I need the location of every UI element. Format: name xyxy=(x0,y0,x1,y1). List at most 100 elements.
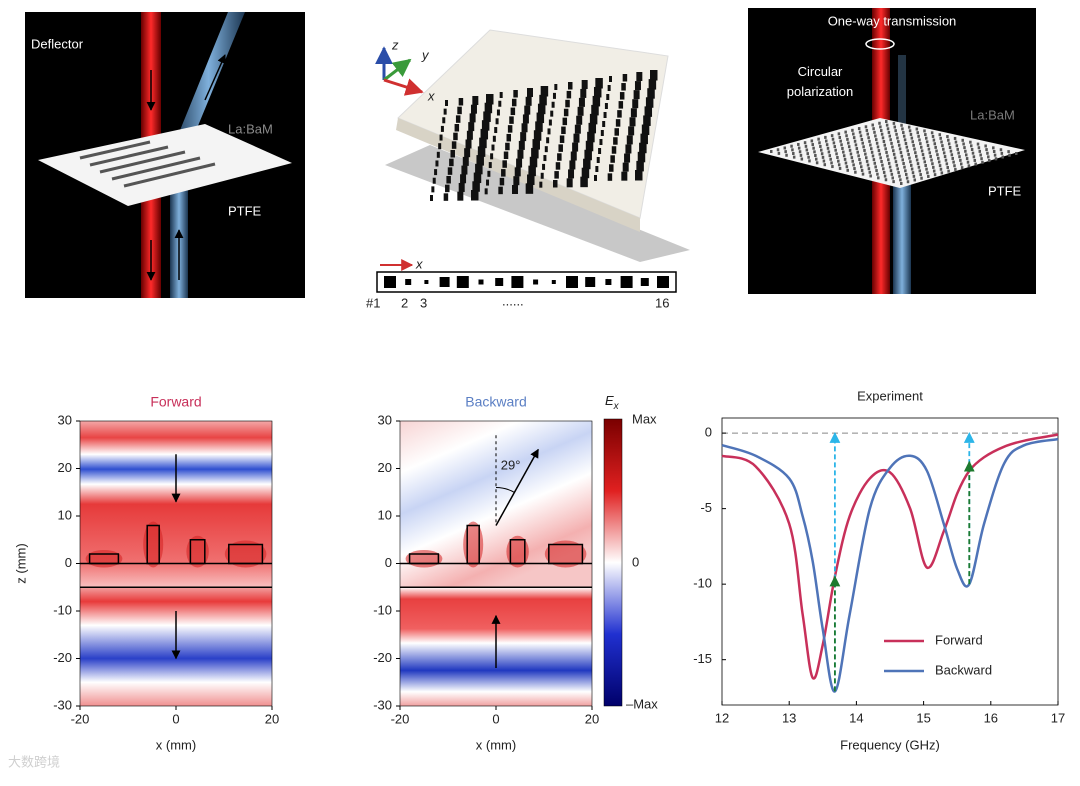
pillar xyxy=(915,158,919,162)
pillar xyxy=(895,132,898,136)
pillar xyxy=(866,132,869,136)
pillar xyxy=(904,169,907,173)
beam-arrow xyxy=(204,54,226,101)
pillar xyxy=(806,152,809,156)
pillar xyxy=(868,139,871,143)
pillar xyxy=(936,153,939,157)
legend-label: Forward xyxy=(935,632,983,647)
pillar xyxy=(906,180,910,184)
pillar xyxy=(924,133,927,137)
pillar xyxy=(964,149,967,153)
pillar xyxy=(852,132,855,136)
strip xyxy=(376,271,677,293)
pillar xyxy=(455,115,461,123)
colorbar-gradient xyxy=(603,418,623,707)
pillar xyxy=(916,131,919,135)
pillar xyxy=(914,151,917,155)
pillar xyxy=(821,155,825,159)
pillar xyxy=(643,115,651,126)
pillar xyxy=(532,139,540,150)
pillar xyxy=(956,147,959,151)
x-axis-label: x (mm) xyxy=(476,737,516,752)
pillar xyxy=(909,160,912,164)
pillar xyxy=(878,152,882,156)
material-label: PTFE xyxy=(988,183,1022,198)
pillar xyxy=(820,148,823,152)
y-tick-label: -10 xyxy=(53,602,72,617)
pillar xyxy=(1015,152,1018,155)
x-tick-label: 15 xyxy=(916,710,930,725)
pillar xyxy=(490,153,494,160)
series-line xyxy=(721,437,1059,693)
chart-title: Experiment xyxy=(857,388,923,403)
pillar xyxy=(877,149,881,153)
pillar xyxy=(921,153,925,157)
pillar xyxy=(569,160,576,170)
pillar xyxy=(864,152,867,156)
pillar xyxy=(987,159,991,163)
pillar xyxy=(971,151,975,155)
axis-label: z xyxy=(391,37,399,52)
pillar xyxy=(770,150,773,153)
pillar xyxy=(431,186,435,193)
pillar xyxy=(811,143,814,147)
axis-label: y xyxy=(421,47,430,62)
pillar xyxy=(551,101,555,108)
pillar xyxy=(941,144,944,148)
pillar xyxy=(912,174,916,178)
pillar xyxy=(916,162,920,166)
pillar xyxy=(557,153,562,161)
field-hotspot xyxy=(544,540,587,568)
pillar xyxy=(591,104,599,116)
pillar xyxy=(886,154,889,158)
pillar xyxy=(510,107,516,116)
pillar xyxy=(902,131,905,135)
axes-icon: z y x xyxy=(375,37,435,103)
x-tick-label: 17 xyxy=(1051,710,1065,725)
pillar xyxy=(919,142,922,146)
y-tick-label: 10 xyxy=(378,507,392,522)
pillar xyxy=(636,72,643,81)
pillar xyxy=(972,155,976,159)
pillar xyxy=(445,184,450,193)
pillar xyxy=(855,147,859,151)
pillar xyxy=(565,99,570,108)
pillar xyxy=(917,165,921,169)
pillar xyxy=(473,172,482,184)
pillar xyxy=(940,140,943,144)
pillar xyxy=(529,156,538,168)
pillar-array xyxy=(430,70,658,201)
panel-label: Deflector xyxy=(31,36,84,51)
pillar xyxy=(511,98,517,107)
pillar xyxy=(624,153,631,163)
pillar xyxy=(648,79,657,90)
pillar xyxy=(892,180,895,184)
x-tick-label: 12 xyxy=(715,710,729,725)
pillar xyxy=(596,157,600,163)
pillar xyxy=(615,119,621,127)
pillar xyxy=(952,160,955,164)
pillar xyxy=(885,123,889,127)
pillar xyxy=(450,150,455,158)
material-label: La:BaM xyxy=(970,107,1015,122)
pillar xyxy=(628,126,635,136)
pillar xyxy=(547,128,551,135)
pillar xyxy=(994,157,998,161)
colorbar-tick: –Max xyxy=(626,696,658,711)
pillar xyxy=(647,88,655,99)
blue-beam xyxy=(893,160,911,294)
pillar xyxy=(592,95,601,107)
pillar xyxy=(840,143,843,147)
pillar xyxy=(580,88,587,98)
series-line xyxy=(721,433,1059,680)
pillar xyxy=(498,100,502,107)
pillar xyxy=(853,167,856,171)
pillar xyxy=(825,143,829,147)
pillar xyxy=(910,136,914,140)
pillar xyxy=(862,145,865,149)
pillar xyxy=(630,108,637,118)
pillar xyxy=(938,164,942,168)
pillar xyxy=(885,120,888,123)
pillar xyxy=(836,156,839,159)
pillar xyxy=(867,167,871,171)
